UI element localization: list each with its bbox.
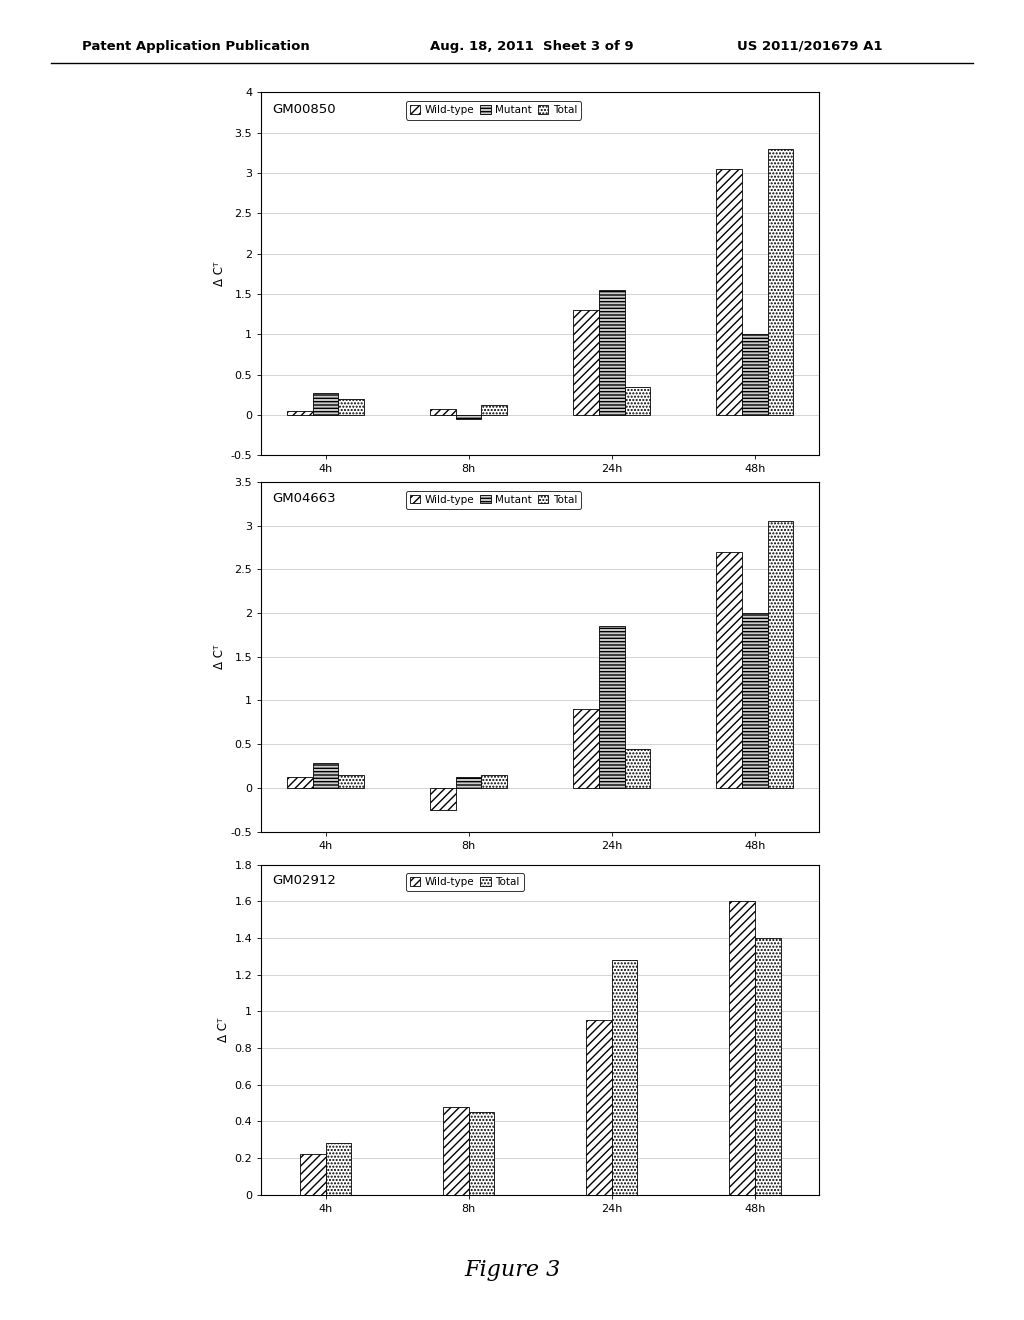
Bar (338, 399, 365, 414)
Bar (469, 1111, 495, 1195)
Bar (312, 393, 338, 414)
Bar (287, 777, 312, 788)
Bar (338, 775, 365, 788)
Bar (287, 411, 312, 414)
Bar (300, 1154, 326, 1195)
Bar (442, 1106, 469, 1195)
Bar (768, 521, 794, 788)
Text: GM00850: GM00850 (272, 103, 336, 116)
Text: GM02912: GM02912 (272, 875, 336, 887)
Bar (755, 939, 780, 1195)
Bar (625, 387, 650, 414)
Text: Patent Application Publication: Patent Application Publication (82, 40, 309, 53)
Bar (768, 149, 794, 414)
Bar (430, 788, 456, 809)
Bar (573, 310, 599, 414)
Text: Aug. 18, 2011  Sheet 3 of 9: Aug. 18, 2011 Sheet 3 of 9 (430, 40, 634, 53)
Legend: Wild-type, Mutant, Total: Wild-type, Mutant, Total (406, 491, 582, 508)
Text: GM04663: GM04663 (272, 492, 336, 506)
Bar (573, 709, 599, 788)
Bar (586, 1020, 611, 1195)
Y-axis label: Δ Cᵀ: Δ Cᵀ (213, 261, 226, 286)
Bar (625, 748, 650, 788)
Bar (481, 405, 507, 414)
Bar (326, 1143, 351, 1195)
Bar (456, 414, 481, 418)
Y-axis label: Δ Cᵀ: Δ Cᵀ (217, 1018, 230, 1041)
Text: US 2011/201679 A1: US 2011/201679 A1 (737, 40, 883, 53)
Bar (729, 902, 755, 1195)
Bar (611, 960, 638, 1195)
Bar (599, 626, 625, 788)
Bar (716, 552, 742, 788)
Bar (716, 169, 742, 414)
Bar (481, 775, 507, 788)
Bar (312, 763, 338, 788)
Bar (456, 777, 481, 788)
Bar (430, 409, 456, 414)
Y-axis label: Δ Cᵀ: Δ Cᵀ (213, 644, 226, 669)
Bar (742, 612, 768, 788)
Bar (599, 290, 625, 414)
Text: Figure 3: Figure 3 (464, 1259, 560, 1280)
Legend: Wild-type, Total: Wild-type, Total (406, 873, 523, 891)
Legend: Wild-type, Mutant, Total: Wild-type, Mutant, Total (406, 102, 582, 120)
Bar (742, 334, 768, 414)
